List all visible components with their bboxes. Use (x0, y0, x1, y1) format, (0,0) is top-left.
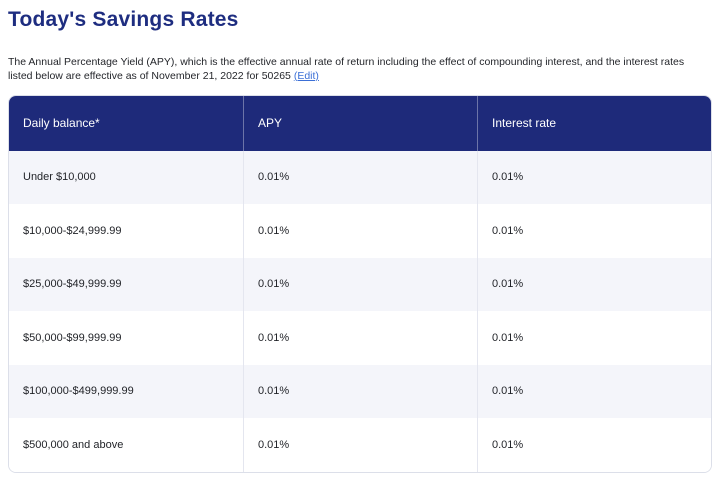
cell-daily-balance: Under $10,000 (23, 171, 96, 184)
table-row: $500,000 and above 0.01% 0.01% (9, 418, 711, 472)
column-header-daily-balance: Daily balance* (23, 116, 100, 131)
cell-daily-balance: $500,000 and above (23, 438, 124, 451)
cell-interest-rate: 0.01% (477, 204, 711, 258)
table-row: $25,000-$49,999.99 0.01% 0.01% (9, 257, 711, 312)
column-header-apy: APY (243, 95, 477, 151)
intro-text: The Annual Percentage Yield (APY), which… (8, 56, 685, 82)
table-row: $10,000-$24,999.99 0.01% 0.01% (9, 204, 711, 258)
table-row: Under $10,000 0.01% 0.01% (9, 150, 711, 205)
cell-apy: 0.01% (243, 257, 477, 312)
cell-interest-rate: 0.01% (477, 257, 711, 312)
cell-apy: 0.01% (243, 364, 477, 419)
table-header-row: Daily balance* APY Interest rate (9, 95, 711, 151)
cell-apy: 0.01% (243, 150, 477, 205)
cell-apy: 0.01% (243, 418, 477, 472)
cell-apy: 0.01% (243, 204, 477, 258)
cell-daily-balance: $25,000-$49,999.99 (23, 278, 122, 291)
cell-interest-rate: 0.01% (477, 364, 711, 419)
page-title: Today's Savings Rates (8, 8, 239, 31)
cell-daily-balance: $50,000-$99,999.99 (23, 331, 122, 344)
column-header-interest-rate: Interest rate (477, 95, 711, 151)
cell-apy: 0.01% (243, 311, 477, 365)
cell-interest-rate: 0.01% (477, 150, 711, 205)
intro-paragraph: The Annual Percentage Yield (APY), which… (8, 56, 708, 84)
savings-rates-table: Daily balance* APY Interest rate Under $… (8, 94, 712, 473)
table-row: $50,000-$99,999.99 0.01% 0.01% (9, 311, 711, 365)
cell-daily-balance: $10,000-$24,999.99 (23, 224, 122, 237)
table-row: $100,000-$499,999.99 0.01% 0.01% (9, 364, 711, 419)
cell-interest-rate: 0.01% (477, 311, 711, 365)
edit-zip-link[interactable]: (Edit) (293, 69, 319, 82)
cell-interest-rate: 0.01% (477, 418, 711, 472)
cell-daily-balance: $100,000-$499,999.99 (23, 385, 134, 398)
